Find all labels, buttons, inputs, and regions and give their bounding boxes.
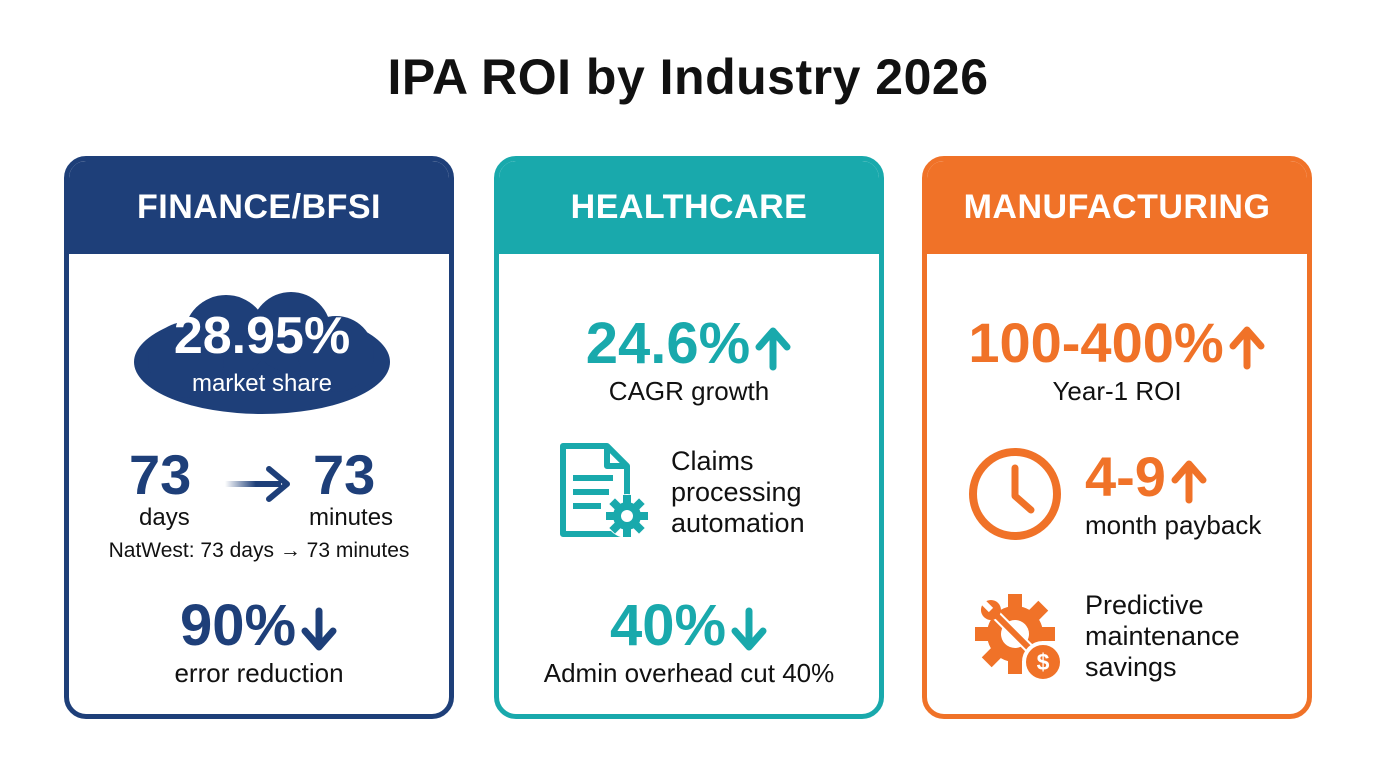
roi-label: Year-1 ROI [1052, 376, 1182, 406]
maintenance-line-1: Predictive [1085, 590, 1204, 620]
document-gear-icon [560, 443, 649, 538]
wrench-gear-dollar-icon: $ [975, 594, 1064, 683]
finance-card: FINANCE/BFSI 28.95% market share 73 days [64, 156, 454, 719]
days-label: days [139, 504, 190, 531]
payback-value-text: 4-9 [1085, 445, 1166, 508]
error-reduction-value: 90% [69, 592, 449, 659]
manufacturing-card: MANUFACTURING 100-400% Year-1 ROI 4-9 mo… [922, 156, 1312, 719]
admin-overhead-label: Admin overhead cut 40% [543, 658, 835, 688]
page-title: IPA ROI by Industry 2026 [387, 49, 989, 105]
payback-label: month payback [1085, 510, 1262, 540]
healthcare-body: 24.6% CAGR growth Claims [499, 254, 879, 714]
claims-text: Claims processing automation [671, 446, 805, 539]
arrow-right-icon [225, 466, 290, 502]
claims-line-1: Claims [671, 446, 754, 476]
market-share-cloud: 28.95% market share [131, 292, 393, 417]
minutes-value: 73 [313, 443, 376, 506]
finance-header: FINANCE/BFSI [69, 161, 449, 254]
roi-value-text: 100-400% [968, 311, 1224, 374]
finance-body: 28.95% market share 73 days 73 minutes N… [69, 254, 449, 714]
clock-icon [969, 448, 1061, 540]
payback-value: 4-9 [1085, 444, 1208, 509]
claims-line-2: processing [671, 477, 802, 507]
arrow-up-icon [1229, 326, 1265, 370]
cagr-value-text: 24.6% [585, 311, 751, 376]
svg-text:$: $ [1037, 649, 1050, 675]
market-share-value: 28.95% [173, 307, 351, 365]
market-share-label: market share [191, 370, 333, 397]
minutes-label: minutes [309, 504, 394, 531]
arrow-up-icon [755, 327, 791, 371]
admin-value-text: 40% [609, 593, 727, 658]
error-value-text: 90% [179, 593, 297, 658]
healthcare-card: HEALTHCARE 24.6% CAGR growth [494, 156, 884, 719]
admin-overhead-value: 40% [499, 592, 879, 659]
manufacturing-body: 100-400% Year-1 ROI 4-9 month payback [927, 254, 1307, 714]
arrow-up-icon [1171, 460, 1207, 504]
error-reduction-label: error reduction [174, 658, 344, 688]
claims-line-3: automation [671, 508, 805, 538]
cagr-label: CAGR growth [608, 376, 770, 406]
cloud-shape-icon [134, 292, 390, 414]
maintenance-line-2: maintenance [1085, 621, 1240, 651]
roi-value: 100-400% [927, 310, 1307, 375]
maintenance-text: Predictive maintenance savings [1085, 590, 1240, 683]
arrow-down-icon [301, 607, 337, 651]
manufacturing-header: MANUFACTURING [927, 161, 1307, 254]
cagr-value: 24.6% [499, 310, 879, 377]
maintenance-line-3: savings [1085, 652, 1177, 682]
days-value: 73 [129, 443, 192, 506]
natwest-note: NatWest: 73 days → 73 minutes [108, 539, 410, 562]
healthcare-header: HEALTHCARE [499, 161, 879, 254]
arrow-down-icon [731, 607, 767, 651]
